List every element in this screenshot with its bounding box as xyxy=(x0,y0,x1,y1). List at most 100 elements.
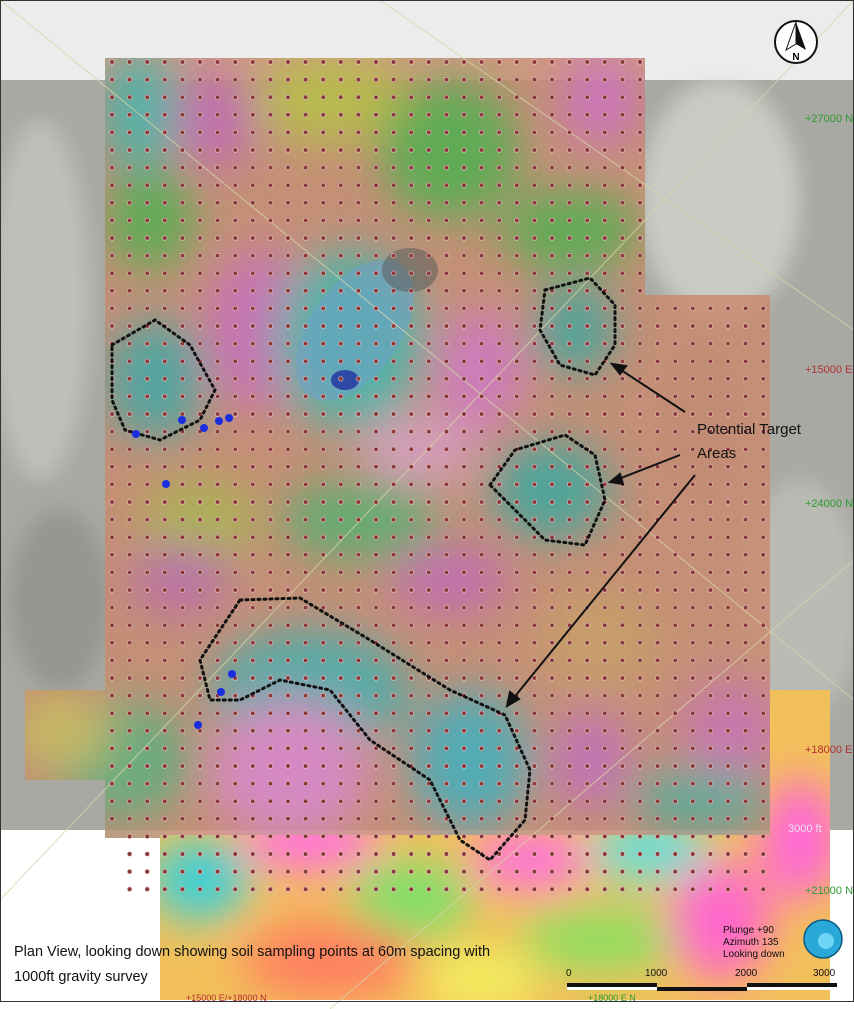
sample-point xyxy=(144,516,150,523)
sample-point xyxy=(197,112,203,118)
sample-point xyxy=(303,481,309,488)
sample-point xyxy=(566,587,573,593)
sample-point xyxy=(707,358,714,364)
sample-point xyxy=(144,780,150,787)
sample-point xyxy=(373,235,379,241)
sample-point xyxy=(531,675,538,681)
sample-point xyxy=(267,200,274,206)
sample-point xyxy=(443,710,450,716)
sample-point xyxy=(144,358,150,364)
sample-point xyxy=(162,499,168,505)
sample-point xyxy=(584,200,590,206)
sample-point xyxy=(637,692,643,699)
sample-point xyxy=(461,780,467,787)
sample-point xyxy=(725,393,731,400)
sample-point xyxy=(144,429,150,435)
sample-point xyxy=(408,587,414,593)
sample-point xyxy=(408,358,414,364)
sample-point xyxy=(355,868,362,875)
sample-point xyxy=(197,640,203,646)
sample-point xyxy=(566,763,573,769)
sample-point xyxy=(690,305,696,312)
sample-point xyxy=(637,763,643,769)
sample-point xyxy=(479,200,485,206)
sample-point xyxy=(215,886,221,892)
sample-point xyxy=(619,710,626,716)
sample-point xyxy=(619,305,626,312)
sample-point xyxy=(303,165,309,171)
sample-point xyxy=(250,868,256,875)
sample-point xyxy=(443,323,450,329)
sample-point xyxy=(355,675,362,681)
sample-point xyxy=(250,59,256,65)
sample-point xyxy=(566,235,573,241)
sample-point xyxy=(408,129,414,135)
sample-point xyxy=(179,780,185,787)
sample-point xyxy=(338,393,344,400)
sample-point xyxy=(373,745,379,752)
sample-point xyxy=(391,622,397,628)
sample-point xyxy=(443,868,450,875)
sample-point xyxy=(303,622,309,628)
sample-point xyxy=(162,728,168,734)
sample-point xyxy=(549,411,555,417)
sample-point xyxy=(531,587,538,593)
sample-point xyxy=(162,886,168,892)
sample-point xyxy=(725,411,731,417)
sample-point xyxy=(285,833,291,840)
sample-point xyxy=(496,376,502,382)
sample-point xyxy=(162,446,168,452)
sample-point xyxy=(320,534,326,540)
sample-point xyxy=(566,305,573,312)
sample-point xyxy=(391,675,397,681)
sample-point xyxy=(619,499,626,505)
sample-point xyxy=(408,76,414,83)
sample-point xyxy=(725,675,731,681)
sample-point xyxy=(654,499,661,505)
sample-point xyxy=(232,798,238,804)
sample-point xyxy=(408,569,414,576)
sample-point xyxy=(514,147,520,153)
sample-point xyxy=(725,868,731,875)
sample-point xyxy=(285,341,291,347)
sample-point xyxy=(443,798,450,804)
sample-point xyxy=(162,253,168,259)
sample-point xyxy=(549,833,555,840)
sample-point xyxy=(707,604,714,611)
sample-point xyxy=(707,745,714,752)
sample-point xyxy=(215,305,221,312)
sample-point xyxy=(566,429,573,435)
sample-point xyxy=(162,59,168,65)
sample-point xyxy=(602,429,608,435)
sample-point xyxy=(549,692,555,699)
sample-point xyxy=(654,710,661,716)
sample-point xyxy=(479,886,485,892)
sample-point xyxy=(654,622,661,628)
sample-point xyxy=(285,868,291,875)
sample-point xyxy=(725,640,731,646)
sample-point xyxy=(637,587,643,593)
sample-point xyxy=(232,516,238,523)
sample-point xyxy=(514,851,520,857)
sample-point xyxy=(637,534,643,540)
sample-point xyxy=(285,763,291,769)
sample-point xyxy=(602,200,608,206)
sample-point xyxy=(215,200,221,206)
sample-point xyxy=(303,76,309,83)
sample-point xyxy=(127,692,133,699)
sample-point xyxy=(637,94,643,100)
sample-point xyxy=(443,165,450,171)
sample-point xyxy=(531,569,538,576)
sample-point xyxy=(461,464,467,470)
sample-point xyxy=(725,429,731,435)
sample-point xyxy=(619,411,626,417)
sample-point xyxy=(320,622,326,628)
sample-point xyxy=(373,534,379,540)
sample-point xyxy=(338,745,344,752)
sample-point xyxy=(742,464,749,470)
sample-point xyxy=(619,569,626,576)
sample-point xyxy=(144,411,150,417)
sample-point xyxy=(514,305,520,312)
sample-point xyxy=(215,833,221,840)
sample-point xyxy=(285,59,291,65)
